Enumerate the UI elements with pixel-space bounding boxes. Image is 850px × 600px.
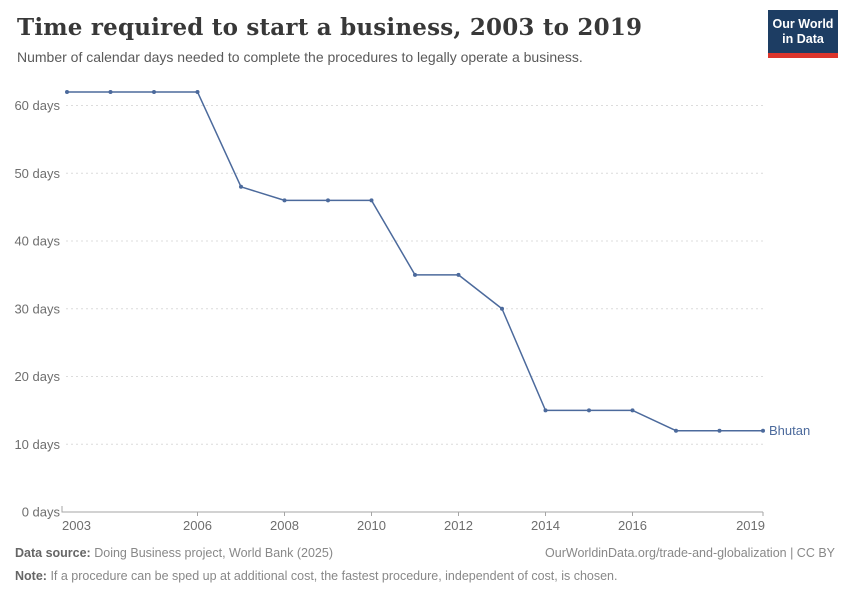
data-point[interactable] [239,184,243,189]
data-point[interactable] [326,198,330,203]
data-point[interactable] [717,428,722,433]
y-tick-label: 30 days [14,301,60,316]
data-source-text: Doing Business project, World Bank (2025… [94,546,333,560]
data-point[interactable] [456,272,461,277]
x-tick-label: 2012 [444,518,473,533]
owid-logo[interactable]: Our World in Data [768,10,838,58]
y-tick-label: 0 days [22,505,61,520]
y-tick-label: 10 days [14,437,60,452]
header: Time required to start a business, 2003 … [17,14,750,65]
x-tick-label: 2016 [618,518,647,533]
chart-title: Time required to start a business, 2003 … [17,14,643,41]
x-tick-label: 2019 [736,518,765,533]
data-point[interactable] [761,428,765,433]
logo-line2: in Data [782,32,824,47]
y-tick-label: 60 days [14,98,60,113]
note-label: Note: [15,568,47,583]
data-point[interactable] [587,408,591,413]
series-end-label: Bhutan [769,423,810,438]
data-point[interactable] [543,408,548,413]
data-point[interactable] [152,89,156,94]
chart-note: Note: If a procedure can be sped up at a… [15,568,835,585]
x-tick-label: 2006 [183,518,212,533]
chart-subtitle: Number of calendar days needed to comple… [17,49,583,65]
x-axis [61,506,763,513]
y-tick-label: 40 days [14,234,60,249]
data-point[interactable] [108,89,113,94]
data-point[interactable] [282,198,287,203]
x-tick-label: 2008 [270,518,299,533]
x-tick-label: 2003 [62,518,91,533]
data-point[interactable] [674,428,678,433]
attribution-link[interactable]: OurWorldinData.org/trade-and-globalizati… [545,546,835,560]
data-point[interactable] [369,198,374,203]
y-tick-label: 50 days [14,166,60,181]
data-point[interactable] [195,89,200,94]
y-tick-label: 20 days [14,369,60,384]
data-point[interactable] [413,272,417,277]
note-text: If a procedure can be sped up at additio… [50,568,618,583]
footer: Data source: Doing Business project, Wor… [15,545,835,585]
data-point[interactable] [630,408,635,413]
data-source: Data source: Doing Business project, Wor… [15,545,333,562]
data-source-label: Data source: [15,546,91,560]
data-line[interactable] [67,91,763,432]
x-tick-label: 2010 [357,518,386,533]
x-tick-label: 2014 [531,518,560,533]
data-point[interactable] [65,89,69,94]
line-chart[interactable]: 0 days 10 days 20 days 30 days 40 days 50 day… [0,80,850,540]
data-point[interactable] [500,306,504,311]
logo-line1: Our World [772,17,834,31]
